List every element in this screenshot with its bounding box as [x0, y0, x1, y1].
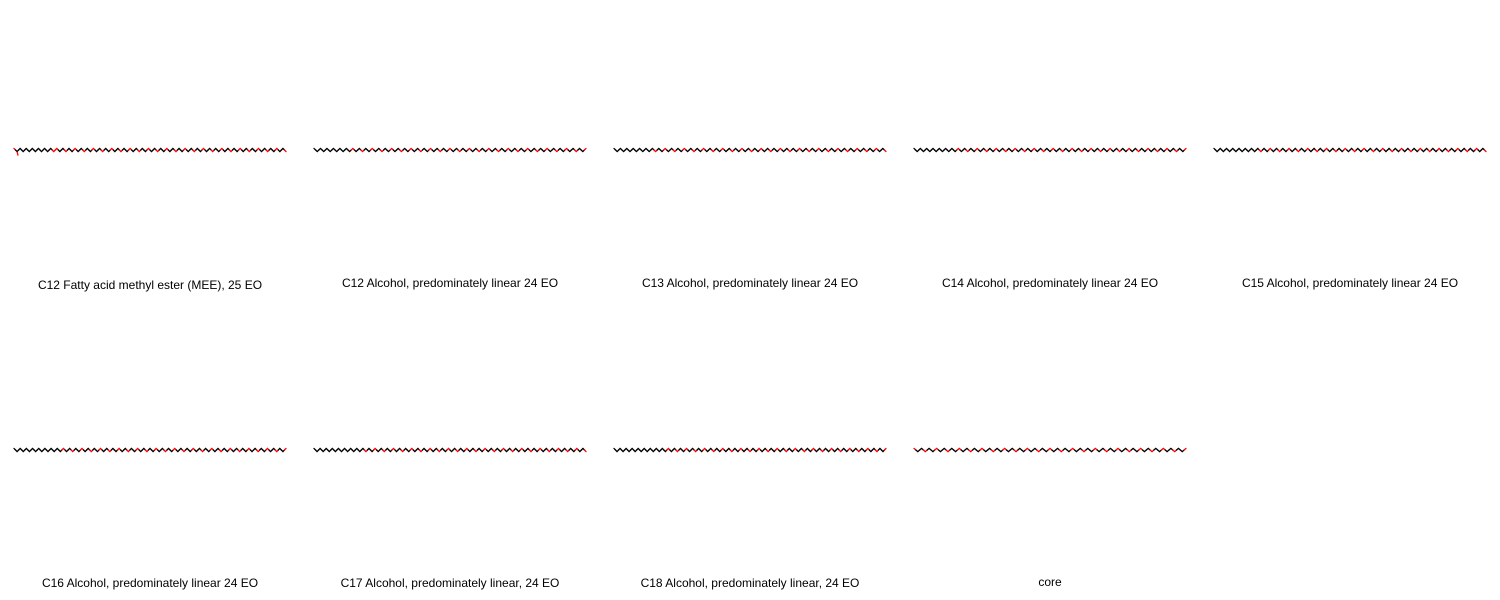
molecule-cell: core — [900, 300, 1200, 600]
structure-drawing — [613, 147, 887, 153]
molecule-cell: C14 Alcohol, predominately linear 24 EO — [900, 0, 1200, 300]
oxygen-bond — [883, 447, 887, 451]
molecule-label: C14 Alcohol, predominately linear 24 EO — [941, 276, 1159, 290]
carbonyl-bond — [16, 151, 19, 156]
molecule-label: C15 Alcohol, predominately linear 24 EO — [1241, 276, 1459, 290]
molecule-cell: C16 Alcohol, predominately linear 24 EO — [0, 300, 300, 600]
structure-drawing — [13, 147, 287, 156]
structure-drawing — [313, 447, 587, 453]
structure-drawing — [613, 447, 887, 453]
molecule-cell: C13 Alcohol, predominately linear 24 EO — [600, 0, 900, 300]
molecule-label: C13 Alcohol, predominately linear 24 EO — [641, 276, 859, 290]
oxygen-bond — [583, 449, 587, 453]
oxygen-bond — [1483, 149, 1487, 153]
oxygen-bond — [283, 447, 287, 451]
molecule-cell: C15 Alcohol, predominately linear 24 EO — [1200, 0, 1500, 300]
structure-drawing — [313, 147, 587, 153]
oxygen-bond — [1183, 447, 1187, 451]
molecule-label: C12 Fatty acid methyl ester (MEE), 25 EO — [37, 278, 263, 292]
molecule-cell: C12 Alcohol, predominately linear 24 EO — [300, 0, 600, 300]
oxygen-bond — [1183, 147, 1187, 151]
molecule-label: core — [1038, 575, 1062, 589]
oxygen-bond — [283, 149, 287, 153]
molecule-cell: C18 Alcohol, predominately linear, 24 EO — [600, 300, 900, 600]
molecule-cell: C12 Fatty acid methyl ester (MEE), 25 EO — [0, 0, 300, 300]
oxygen-bond — [883, 149, 887, 153]
molecule-label: C16 Alcohol, predominately linear 24 EO — [41, 576, 259, 590]
molecule-label: C12 Alcohol, predominately linear 24 EO — [341, 276, 559, 290]
structure-drawing — [1213, 147, 1487, 153]
structure-drawing — [913, 147, 1187, 153]
structure-drawing — [13, 447, 287, 453]
oxygen-bond — [583, 147, 587, 151]
structure-drawing — [913, 447, 1187, 453]
molecule-cell: C17 Alcohol, predominately linear, 24 EO — [300, 300, 600, 600]
molecule-label: C18 Alcohol, predominately linear, 24 EO — [640, 576, 860, 590]
molecule-label: C17 Alcohol, predominately linear, 24 EO — [340, 576, 560, 590]
